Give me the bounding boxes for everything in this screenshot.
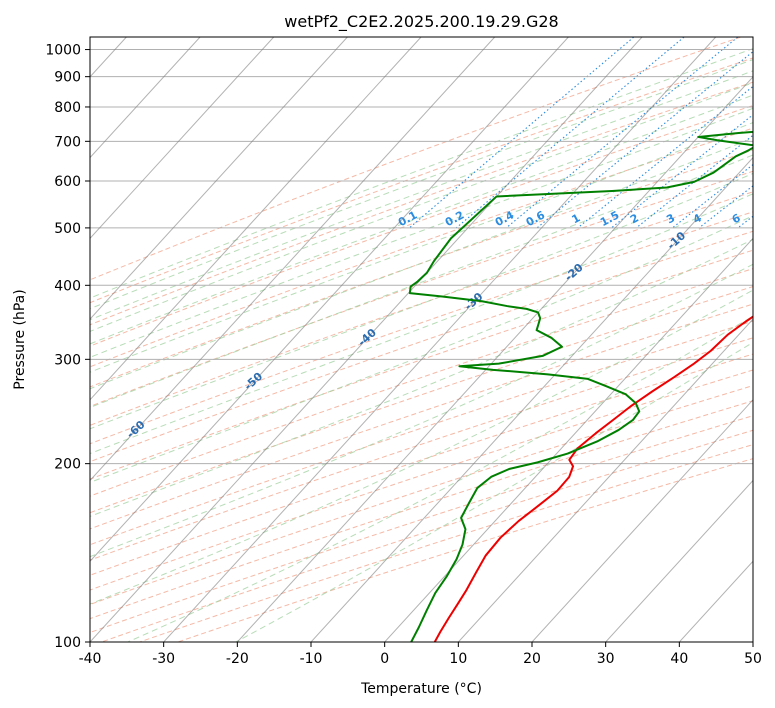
isotherm-gridline [457,318,753,642]
moist-adiabat-line [90,263,753,558]
mixing-ratio-line [409,37,635,229]
dry-adiabat-line [90,127,753,368]
x-tick-label: 10 [449,651,467,667]
dry-adiabat-line [90,81,753,326]
x-tick-label: 50 [744,651,762,667]
y-tick-label: 800 [54,100,81,116]
mixing-ratio-line [611,114,753,229]
isotherm-gridline [90,37,422,401]
isotherm-gridline [604,479,753,642]
isotherm-gridline [383,237,753,642]
isotherm-gridline [531,399,753,642]
x-tick-label: -30 [152,651,175,667]
plot-frame [89,36,754,643]
y-tick-label: 400 [54,278,81,294]
y-tick-label: 1000 [45,43,81,59]
moist-adiabat-line [90,289,753,605]
moist-adiabat-line [90,107,753,358]
dewpoint-profile-line [408,130,753,642]
mixing-ratio-line [536,50,753,229]
y-tick-label: 300 [54,352,81,368]
y-tick-label: 500 [54,221,81,237]
chart-title: wetPf2_C2E2.2025.200.19.29.G28 [284,12,558,32]
x-tick-label: 40 [670,651,688,667]
moist-adiabat-line [90,94,753,345]
y-axis-label: Pressure (hPa) [12,289,28,389]
temperature-profile-line [433,315,753,642]
isotherm-gridline [90,37,643,642]
x-tick-label: 30 [597,651,615,667]
moist-adiabat-line [90,122,753,373]
mixing-ratio-line [635,134,753,229]
y-tick-label: 100 [54,635,81,651]
y-tick-label: 700 [54,134,81,150]
x-tick-label: -10 [300,651,323,667]
isotherm-gridline [90,37,201,159]
isotherm-gridline [236,76,753,642]
y-tick-label: 900 [54,70,81,86]
moist-adiabat-line [235,341,753,642]
x-tick-label: -40 [79,651,102,667]
x-tick-label: 20 [523,651,541,667]
isotherm-gridline [90,37,496,482]
y-tick-label: 600 [54,174,81,190]
moist-adiabat-line [90,154,753,408]
isotherm-gridline [90,37,569,563]
x-tick-label: -20 [226,651,249,667]
axis-ticks: -40 -30 -20 -10 0 10 20 30 40 50 100 200 300 400 500 60… [45,43,762,667]
isotherm-gridline [90,37,275,240]
y-tick-label: 200 [54,457,81,473]
isotherm-gridline [162,37,717,642]
x-tick-label: 0 [380,651,389,667]
isotherm-gridline [90,37,348,320]
moist-adiabat-line [90,172,753,430]
x-axis-label: Temperature (°C) [360,681,482,697]
mixing-ratio-line [505,37,739,229]
isotherm-gridline [310,156,753,642]
